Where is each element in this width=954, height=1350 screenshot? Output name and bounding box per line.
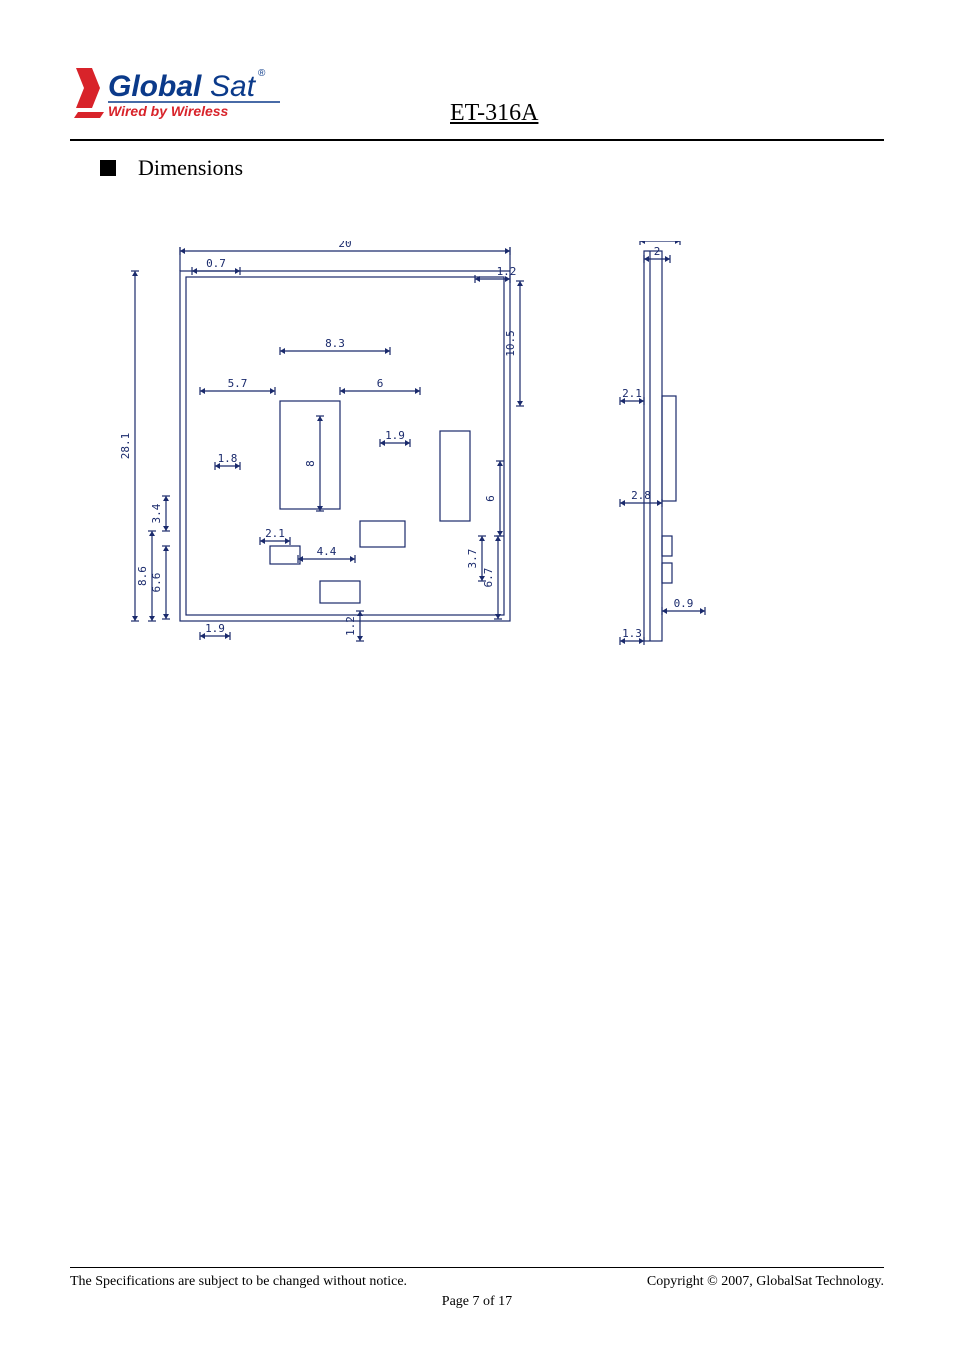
svg-text:8.3: 8.3 — [325, 337, 345, 350]
logo-reg: ® — [258, 68, 266, 79]
svg-text:1.8: 1.8 — [218, 452, 238, 465]
svg-text:1.9: 1.9 — [205, 622, 225, 635]
svg-text:2.1: 2.1 — [265, 527, 285, 540]
bullet-icon — [100, 160, 116, 176]
svg-text:8: 8 — [304, 460, 317, 467]
footer-right: Copyright © 2007, GlobalSat Technology. — [647, 1274, 884, 1290]
drawing-svg: 20 0.7 1.2 8.3 5.7 6 1.9 1.8 2.1 4.4 1.9 28.1 8.66.6… — [80, 241, 810, 681]
svg-text:3.7: 3.7 — [466, 549, 479, 569]
logo: Global Sat ® Wired by Wireless — [70, 60, 310, 129]
header: Global Sat ® Wired by Wireless ET-316A — [70, 60, 884, 135]
svg-text:3.4: 3.4 — [150, 503, 163, 523]
svg-text:1.2: 1.2 — [344, 616, 357, 636]
svg-text:1.2: 1.2 — [497, 265, 517, 278]
svg-text:1.9: 1.9 — [385, 429, 405, 442]
section-title: Dimensions — [138, 155, 243, 181]
logo-tag: Wired by Wireless — [108, 103, 229, 119]
svg-text:10.5: 10.5 — [504, 330, 517, 357]
svg-text:20: 20 — [338, 241, 351, 250]
footer: The Specifications are subject to be cha… — [70, 1267, 884, 1310]
svg-text:8.6: 8.6 — [136, 566, 149, 586]
page-number: Page 7 of 17 — [70, 1294, 884, 1310]
svg-text:28.1: 28.1 — [119, 433, 132, 460]
header-rule — [70, 139, 884, 141]
footer-row: The Specifications are subject to be cha… — [70, 1274, 884, 1290]
svg-text:4.4: 4.4 — [317, 545, 337, 558]
svg-text:5.7: 5.7 — [228, 377, 248, 390]
footer-rule — [70, 1267, 884, 1268]
logo-text-1: Global — [108, 70, 202, 103]
section-heading: Dimensions — [70, 155, 884, 181]
logo-text-2: Sat — [210, 70, 257, 103]
svg-text:1.3: 1.3 — [622, 627, 642, 640]
svg-text:2.8: 2.8 — [631, 489, 651, 502]
logo-svg: Global Sat ® Wired by Wireless — [70, 60, 310, 124]
svg-text:2.1: 2.1 — [622, 387, 642, 400]
svg-text:2: 2 — [654, 245, 661, 258]
dimensions-drawing: 20 0.7 1.2 8.3 5.7 6 1.9 1.8 2.1 4.4 1.9 28.1 8.66.6… — [70, 241, 884, 686]
page: Global Sat ® Wired by Wireless ET-316A D… — [0, 0, 954, 1350]
svg-text:6.7: 6.7 — [482, 568, 495, 588]
svg-text:6.6: 6.6 — [150, 573, 163, 593]
svg-text:6: 6 — [377, 377, 384, 390]
doc-title: ET-316A — [450, 100, 538, 127]
svg-text:0.9: 0.9 — [674, 597, 694, 610]
svg-text:6: 6 — [484, 495, 497, 502]
svg-text:0.7: 0.7 — [206, 257, 226, 270]
footer-left: The Specifications are subject to be cha… — [70, 1274, 407, 1290]
